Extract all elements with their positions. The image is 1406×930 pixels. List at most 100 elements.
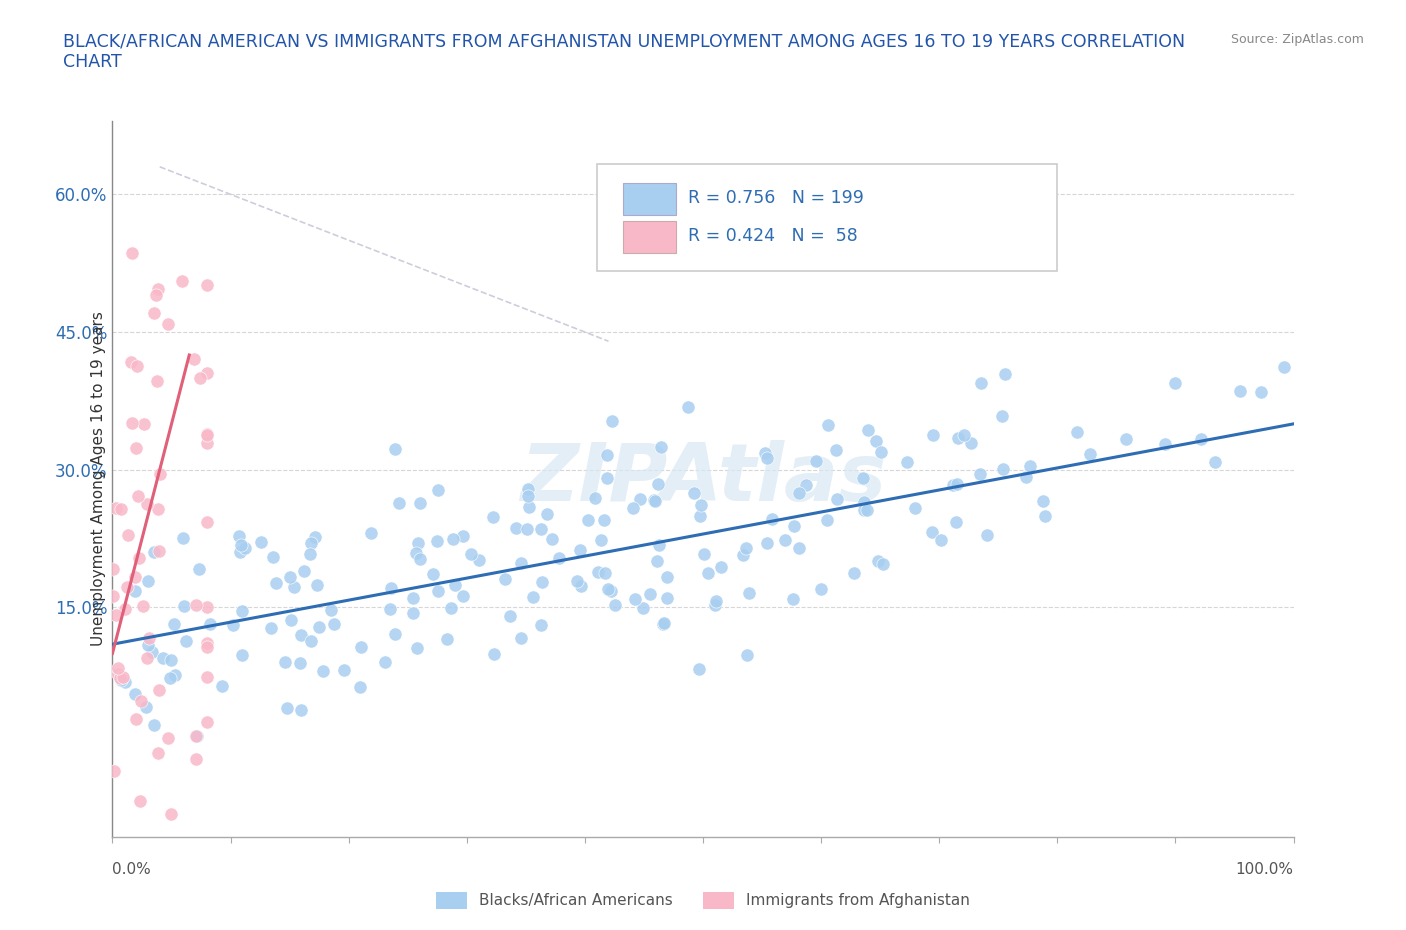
Point [536, 507, 558, 522]
Point [195, 636, 218, 651]
Point [165, 668, 187, 683]
Point [260, 620, 283, 635]
Point [858, 423, 880, 438]
Point [409, 552, 432, 567]
Point [804, 453, 827, 468]
Point [143, 306, 166, 321]
Point [298, 546, 321, 561]
Point [589, 532, 612, 547]
Point [586, 565, 609, 579]
Point [110, 501, 132, 516]
Y-axis label: Unemployment Among Ages 16 to 19 years: Unemployment Among Ages 16 to 19 years [91, 312, 105, 646]
Point [959, 435, 981, 450]
FancyBboxPatch shape [596, 164, 1057, 272]
Point [103, 764, 125, 778]
Point [517, 489, 540, 504]
Point [866, 553, 889, 568]
Point [148, 544, 170, 559]
Point [704, 593, 727, 608]
Point [114, 602, 136, 617]
Point [510, 556, 533, 571]
Point [548, 551, 571, 565]
Point [583, 491, 606, 506]
Point [280, 613, 302, 628]
Point [755, 536, 778, 551]
Point [655, 591, 678, 605]
Point [441, 532, 464, 547]
Point [593, 513, 616, 528]
Point [104, 500, 127, 515]
Point [142, 545, 165, 560]
Point [114, 674, 136, 689]
Point [145, 288, 167, 303]
Point [596, 581, 619, 596]
Point [228, 544, 250, 559]
Point [942, 478, 965, 493]
Point [1229, 384, 1251, 399]
Point [422, 566, 444, 581]
Point [650, 440, 672, 455]
Text: 0.0%: 0.0% [112, 862, 152, 877]
Point [621, 500, 644, 515]
Point [773, 533, 796, 548]
Point [689, 509, 711, 524]
Point [595, 565, 617, 580]
Point [249, 535, 271, 550]
Point [104, 607, 127, 622]
Point [516, 482, 538, 497]
Point [111, 670, 134, 684]
Point [595, 471, 617, 485]
Point [676, 399, 699, 414]
Point [280, 569, 302, 584]
Point [228, 528, 250, 543]
Point [853, 503, 876, 518]
Point [409, 496, 432, 511]
Point [602, 414, 624, 429]
Point [128, 793, 150, 808]
Point [468, 552, 491, 567]
Point [349, 679, 371, 694]
Point [787, 541, 810, 556]
Point [440, 601, 463, 616]
Point [993, 461, 1015, 476]
Point [380, 580, 402, 595]
Point [195, 278, 218, 293]
Point [825, 443, 848, 458]
Point [128, 551, 150, 565]
Point [603, 598, 626, 613]
Point [107, 660, 129, 675]
Point [148, 683, 170, 698]
Point [163, 617, 186, 631]
Point [651, 617, 673, 631]
Point [159, 671, 181, 686]
Point [299, 535, 322, 550]
Point [195, 427, 218, 442]
Point [738, 586, 761, 601]
Point [262, 549, 284, 564]
Point [323, 617, 346, 631]
Point [794, 477, 817, 492]
Point [135, 497, 157, 512]
Point [142, 718, 165, 733]
Point [125, 440, 148, 455]
Point [540, 532, 562, 547]
Point [172, 273, 194, 288]
Point [402, 591, 425, 605]
FancyBboxPatch shape [623, 221, 676, 253]
Point [638, 587, 661, 602]
Point [221, 618, 243, 632]
Point [157, 316, 180, 331]
Point [124, 583, 146, 598]
Point [453, 529, 475, 544]
Point [529, 618, 551, 632]
Point [186, 729, 208, 744]
Point [623, 591, 645, 606]
Point [321, 603, 343, 618]
Point [921, 525, 943, 539]
Point [426, 534, 449, 549]
Point [647, 476, 669, 491]
Point [628, 491, 651, 506]
Point [290, 628, 312, 643]
Point [360, 525, 382, 540]
Point [184, 751, 207, 766]
